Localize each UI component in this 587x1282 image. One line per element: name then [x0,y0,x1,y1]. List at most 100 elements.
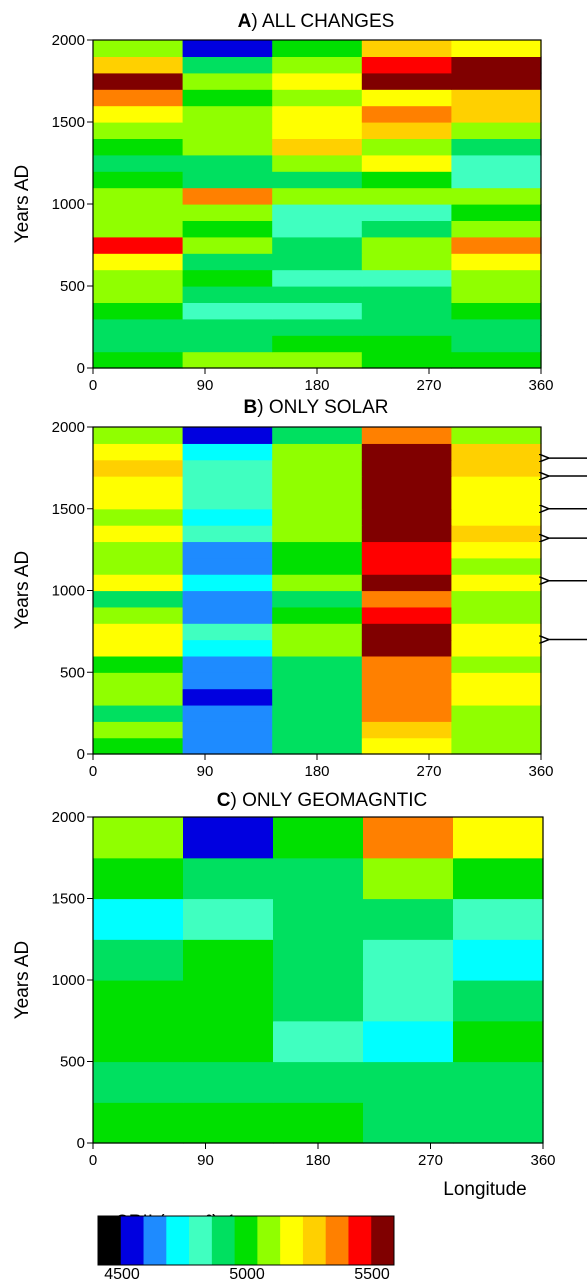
colorbar-swatch [189,1216,213,1265]
heat-cell [451,688,542,706]
x-tick-label: 360 [528,763,553,780]
heat-cell [363,1020,454,1063]
heat-cell [182,89,273,107]
heat-cell [93,122,184,139]
panel-b-ylabel: Years AD [12,551,33,630]
panel-a-ylabel: Years AD [12,165,33,244]
heat-cell [93,56,184,74]
panel-b-title-text: ONLY SOLAR [269,397,389,418]
heat-cell [272,89,363,107]
y-tick-label: 1000 [52,972,85,989]
heat-cell [182,688,273,706]
heat-cell [451,318,542,336]
heat-cell [361,574,452,592]
heat-cell [273,857,364,900]
heat-cell [453,857,544,900]
heat-cell [93,1102,184,1144]
x-tick-label: 0 [89,763,97,780]
heat-cell [361,105,452,123]
heat-cell [182,623,273,641]
heat-cell [451,737,542,755]
heat-cell [93,105,184,123]
heat-cell [182,269,273,287]
heat-cell [93,253,184,271]
heat-cell [451,269,542,287]
heat-cell [273,1020,364,1063]
heat-cell [183,1020,274,1063]
panel-c-xlabel: Longitude [443,1179,526,1200]
heat-cell [182,56,273,74]
heat-cell [182,443,273,461]
heat-cell [272,122,363,139]
colorbar-tick-4500: 4500 [104,1266,140,1282]
heat-cell [453,1102,544,1144]
heat-cell [451,443,542,461]
panel-c-title: C) ONLY GEOMAGNTIC [217,790,427,811]
panel-c-axes: 0 90 180 270 360 0 500 1000 1500 2000 [52,809,556,1169]
heat-cell [93,672,184,690]
heat-cell [272,351,363,369]
heat-cell [182,672,273,690]
heat-cell [361,688,452,706]
heat-cell [451,427,542,444]
heat-cell [182,286,273,303]
heat-cell [451,655,542,673]
heat-cell [273,1102,364,1144]
panel-b-letter: B [243,397,257,418]
heat-cell [93,721,184,739]
colorbar-swatch [234,1216,258,1265]
x-tick-label: 0 [89,1152,97,1169]
colorbar: CRII (g cm²)⁻¹ 4500 5000 5500 [97,1212,395,1282]
heat-cell [93,187,184,205]
heat-cell [272,138,363,156]
x-tick-label: 180 [304,763,329,780]
heat-cell [361,704,452,722]
heat-cell [361,541,452,559]
colorbar-swatch [98,1216,122,1265]
heat-cell [182,335,273,353]
heat-cell [272,269,363,287]
heat-cell [272,236,363,254]
colorbar-swatch [120,1216,144,1265]
heat-cell [451,154,542,172]
heat-cell [272,302,363,320]
heat-cell [93,541,184,559]
heat-cell [182,492,273,510]
heat-cell [361,427,452,444]
heat-cell [361,204,452,221]
heat-cell [182,557,273,575]
panel-c-letter: C [217,790,231,811]
heat-cell [272,56,363,74]
heat-cell [272,187,363,205]
heat-cell [182,187,273,205]
heat-cell [361,459,452,477]
x-tick-label: 180 [305,1152,330,1169]
heat-cell [451,302,542,320]
x-tick-label: 90 [197,763,214,780]
heat-cell [93,318,184,336]
heat-cell [363,857,454,900]
y-tick-label: 2000 [52,809,85,826]
heat-cell [272,427,363,444]
heat-cell [361,138,452,156]
heat-cell [272,574,363,592]
heat-cell [272,525,363,543]
heat-cell [361,286,452,303]
heat-cell [451,138,542,156]
heat-cell [453,898,544,940]
heat-cell [451,335,542,353]
heat-cell [93,302,184,320]
heat-cell [451,508,542,526]
heat-cell [451,236,542,254]
heat-cell [272,204,363,221]
heat-cell [182,737,273,755]
colorbar-swatch [211,1216,236,1265]
heat-cell [363,1061,454,1103]
panel-c-heatmap [93,817,544,1144]
colorbar-swatch [257,1216,281,1265]
heat-cell [272,704,363,722]
heat-cell [93,574,184,592]
heat-cell [272,253,363,271]
colorbar-swatch [280,1216,304,1265]
heat-cell [361,302,452,320]
